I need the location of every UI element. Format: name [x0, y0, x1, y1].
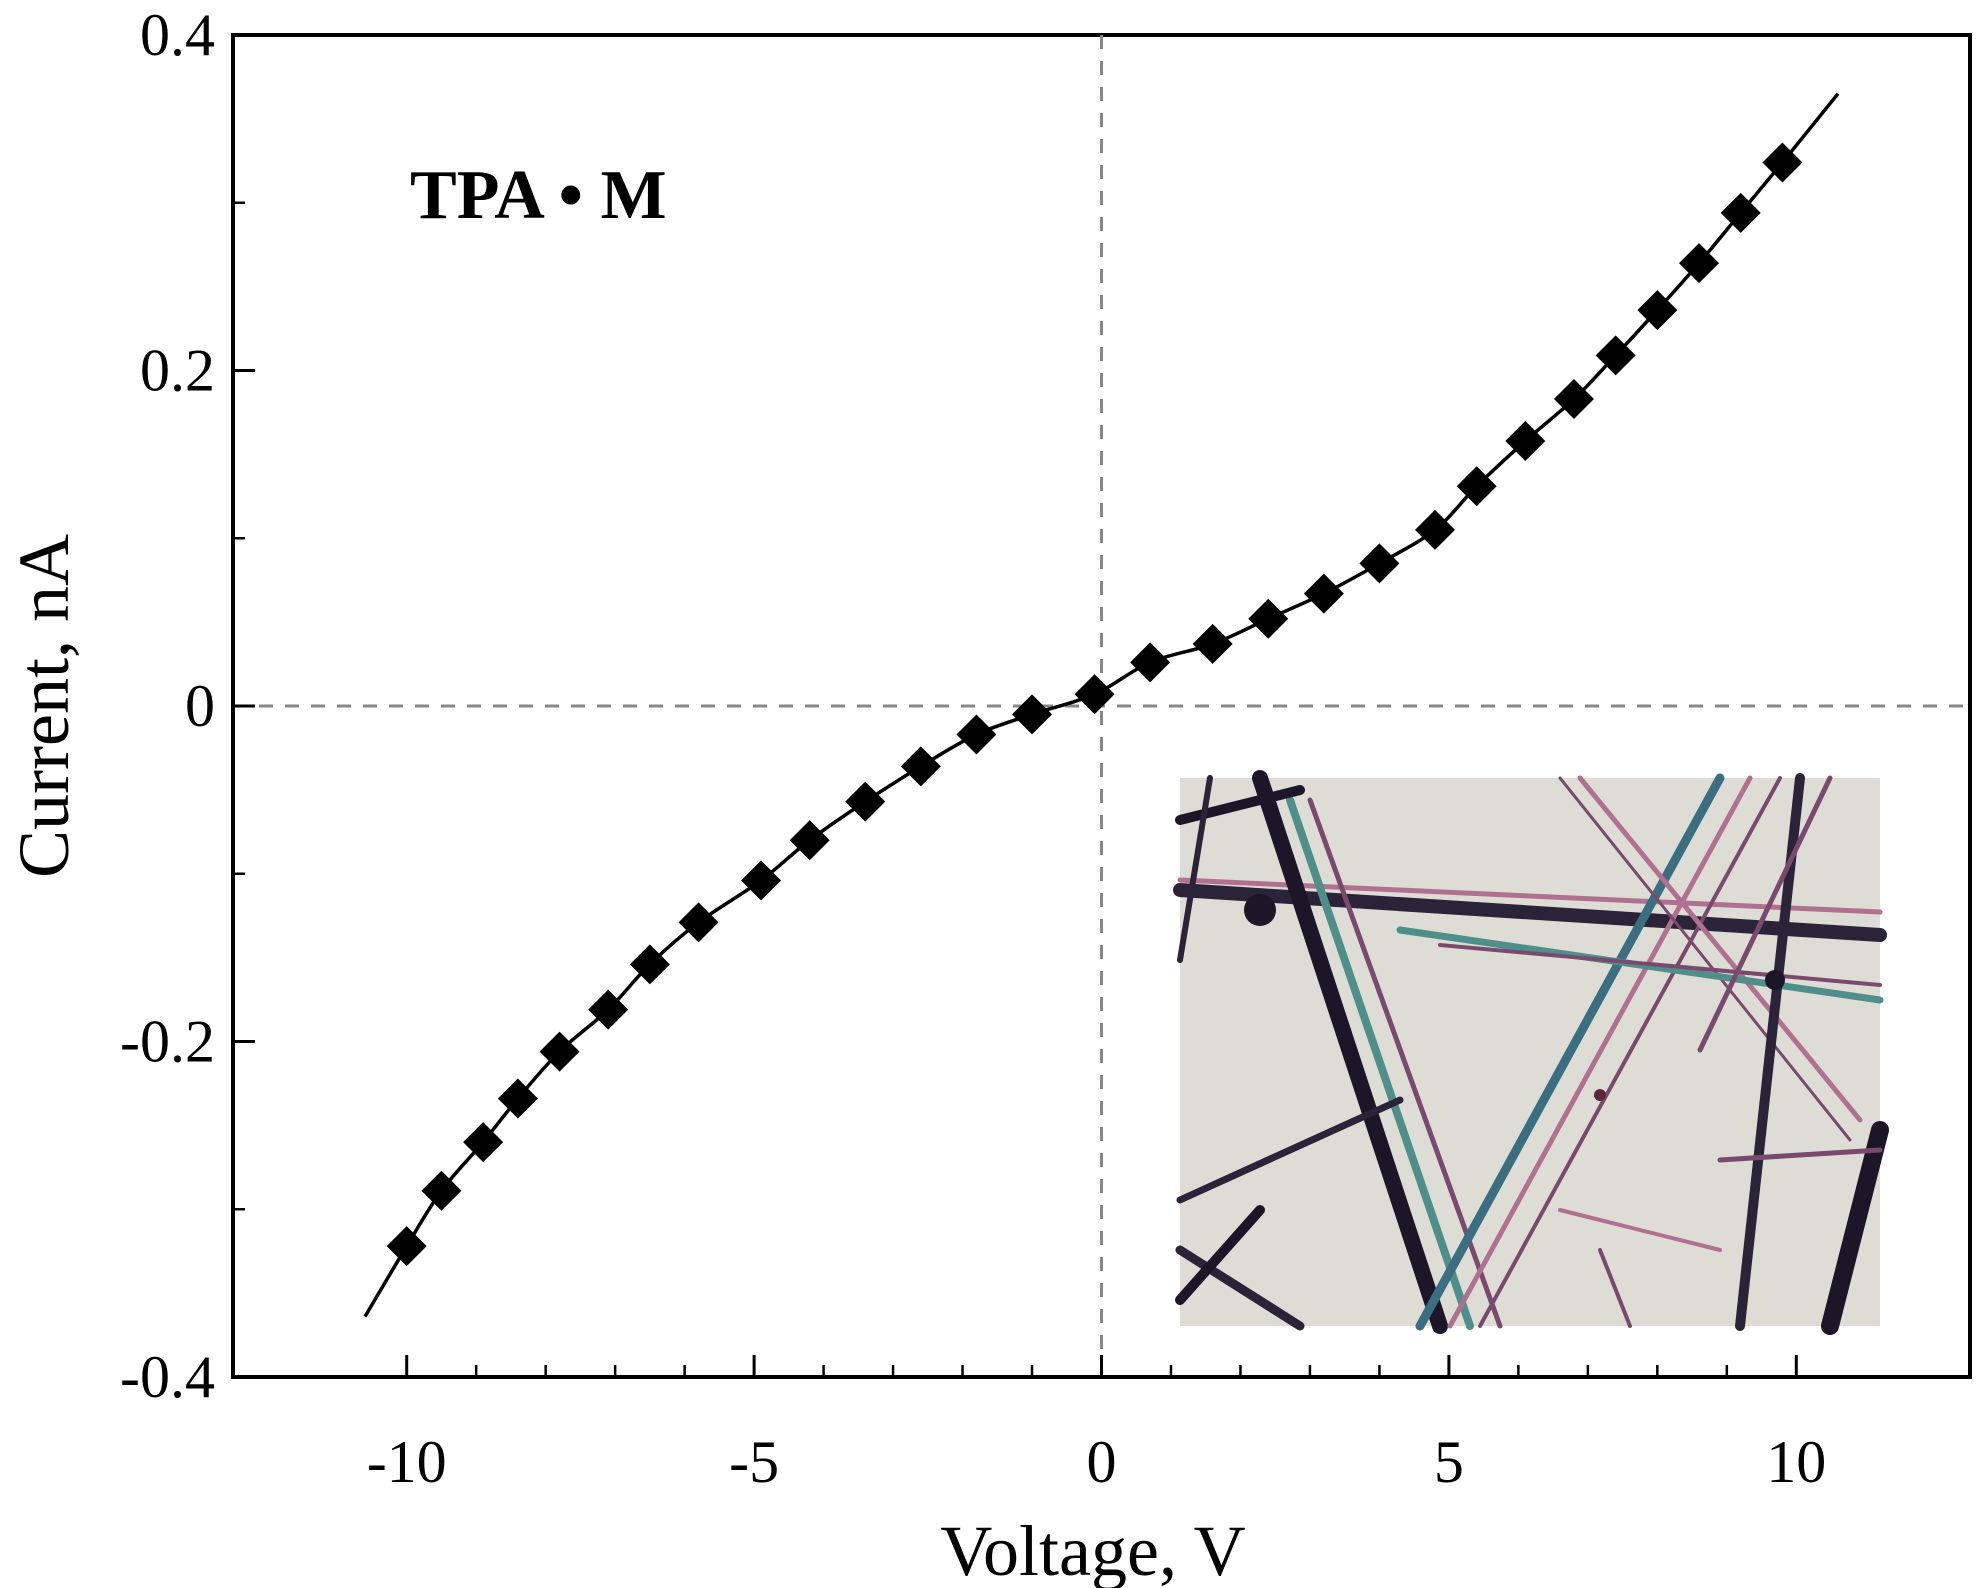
data-point	[1303, 573, 1344, 614]
data-point	[1012, 694, 1053, 735]
data-point	[386, 1226, 427, 1267]
chart-annotation: TPA • M	[410, 157, 667, 234]
y-axis-title: Current, nA	[4, 534, 84, 878]
x-axis-title: Voltage, V	[940, 1511, 1245, 1588]
data-point	[1192, 623, 1233, 664]
data-point	[1637, 290, 1678, 331]
data-point	[588, 989, 629, 1030]
data-point	[1248, 598, 1289, 639]
y-tick-label: 0	[185, 673, 215, 739]
data-point	[1130, 642, 1171, 683]
data-points	[386, 142, 1803, 1267]
x-tick-label: 10	[1766, 1429, 1826, 1495]
x-axis-ticks	[405, 1355, 1798, 1377]
data-point	[741, 860, 782, 901]
data-point	[1505, 420, 1546, 461]
data-point	[1553, 379, 1594, 420]
micrograph-inset	[1173, 770, 1889, 1335]
data-point	[1762, 142, 1803, 183]
data-point	[1074, 674, 1115, 715]
data-point	[1679, 243, 1720, 284]
x-tick-label: -5	[729, 1429, 779, 1495]
y-tick-label: -0.2	[120, 1009, 215, 1075]
data-point	[789, 820, 830, 861]
data-point	[1359, 543, 1400, 584]
x-tick-label: -10	[367, 1429, 447, 1495]
data-point	[1415, 509, 1456, 550]
y-tick-label: 0.4	[140, 2, 215, 68]
x-tick-label: 0	[1087, 1429, 1117, 1495]
data-point	[678, 902, 719, 943]
data-point	[497, 1078, 538, 1119]
y-axis-tick-labels: -0.4 -0.2 0 0.2 0.4	[120, 2, 215, 1410]
y-tick-label: 0.2	[140, 338, 215, 404]
data-point	[956, 714, 997, 755]
data-point	[845, 781, 886, 822]
x-axis-tick-labels: -10 -5 0 5 10	[367, 1429, 1827, 1495]
data-point	[463, 1122, 504, 1163]
data-point	[900, 746, 941, 787]
data-point	[1456, 466, 1497, 507]
y-axis-ticks	[233, 33, 255, 1379]
data-point	[629, 944, 670, 985]
y-tick-label: -0.4	[120, 1344, 215, 1410]
data-point	[539, 1031, 580, 1072]
data-point	[1720, 192, 1761, 233]
data-point	[421, 1170, 462, 1211]
data-point	[1595, 335, 1636, 376]
x-tick-label: 5	[1434, 1429, 1464, 1495]
